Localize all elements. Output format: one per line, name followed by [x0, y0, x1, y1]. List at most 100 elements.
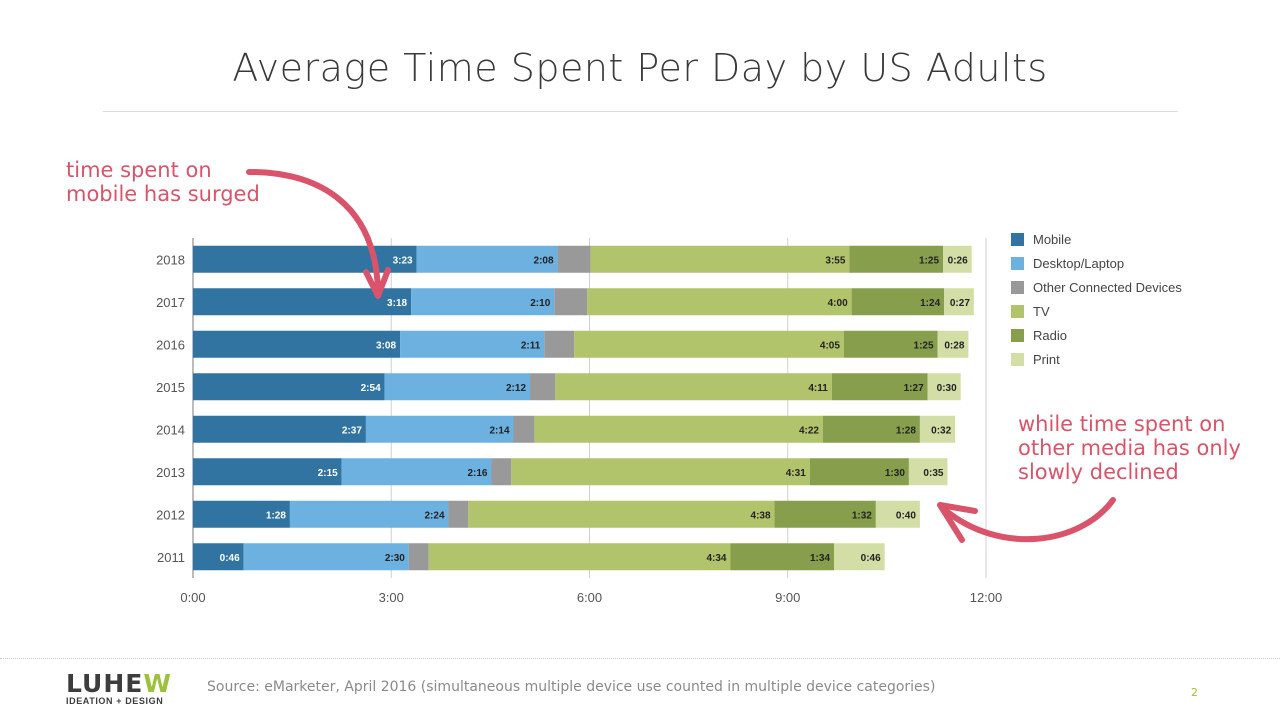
bar-segment-tv	[574, 330, 844, 358]
data-label: 0:26	[948, 255, 968, 266]
legend-label: Mobile	[1033, 232, 1071, 247]
bar-segment-print	[875, 500, 920, 528]
data-label: 1:25	[919, 255, 939, 266]
annotation-other-media-declined: while time spent on other media has only…	[1018, 412, 1241, 484]
data-label: 1:30	[885, 468, 905, 479]
x-tick-label: 9:00	[775, 590, 800, 605]
annotation-mobile-surged: time spent on mobile has surged	[66, 158, 260, 206]
bar-segment-tv	[534, 415, 823, 443]
legend-label: Radio	[1033, 328, 1067, 343]
logo-tagline: IDEATION + DESIGN	[66, 696, 164, 706]
data-label: 4:34	[706, 553, 726, 564]
bar-segment-desktop-laptop	[341, 458, 492, 486]
bar-segment-mobile	[193, 415, 366, 443]
arrow-left-icon	[246, 169, 381, 293]
data-label: 0:32	[931, 425, 951, 436]
bar-segment-radio	[774, 500, 876, 528]
legend-swatch	[1011, 353, 1024, 366]
data-label: 4:05	[820, 340, 840, 351]
y-category-label: 2015	[156, 380, 185, 395]
bar-segment-other-connected-devices	[554, 288, 588, 316]
bar-segment-radio	[849, 245, 944, 273]
data-label: 1:32	[852, 510, 872, 521]
x-tick-label: 12:00	[970, 590, 1003, 605]
data-label: 2:08	[534, 255, 554, 266]
legend-label: Other Connected Devices	[1033, 280, 1182, 295]
bar-segment-desktop-laptop	[365, 415, 514, 443]
x-tick-label: 6:00	[577, 590, 602, 605]
bar-segment-mobile	[193, 245, 417, 273]
data-label: 4:11	[808, 383, 828, 394]
bar-segment-desktop-laptop	[243, 543, 409, 571]
company-logo: LUHEW IDEATION + DESIGN	[66, 671, 172, 706]
bar-segment-print	[919, 415, 956, 443]
bar-segment-mobile	[193, 373, 385, 401]
bar-segment-other-connected-devices	[530, 373, 556, 401]
bar-segment-desktop-laptop	[384, 373, 531, 401]
bar-segment-print	[943, 245, 972, 273]
bar-segment-desktop-laptop	[411, 288, 555, 316]
data-label: 2:24	[425, 510, 445, 521]
bar-segment-mobile	[193, 458, 342, 486]
data-label: 3:55	[825, 255, 845, 266]
data-label: 2:54	[361, 383, 381, 394]
y-category-label: 2014	[156, 422, 185, 437]
data-label: 3:08	[376, 340, 396, 351]
y-category-label: 2016	[156, 337, 185, 352]
data-label: 3:23	[393, 255, 413, 266]
data-label: 3:18	[387, 298, 407, 309]
title-divider	[103, 111, 1178, 112]
legend-label: Print	[1033, 352, 1060, 367]
data-label: 2:10	[530, 298, 550, 309]
bar-segment-radio	[730, 543, 835, 571]
bar-segment-radio	[822, 415, 920, 443]
bar-segment-other-connected-devices	[557, 245, 591, 273]
bar-segment-radio	[851, 288, 945, 316]
y-category-label: 2012	[156, 507, 185, 522]
bar-segment-desktop-laptop	[289, 500, 449, 528]
data-label: 4:31	[786, 468, 806, 479]
data-label: 0:27	[950, 298, 970, 309]
data-label: 2:16	[467, 468, 487, 479]
data-label: 0:30	[937, 383, 957, 394]
bar-segment-print	[927, 373, 961, 401]
data-label: 1:24	[920, 298, 940, 309]
arrow-left-head-icon	[363, 267, 391, 299]
bar-segment-print	[908, 458, 948, 486]
bar-segment-desktop-laptop	[400, 330, 545, 358]
bar-segment-radio	[809, 458, 909, 486]
chart-legend: Mobile Desktop/Laptop Other Connected Devi…	[1011, 232, 1182, 367]
legend-swatch	[1011, 329, 1024, 342]
data-label: 1:34	[810, 553, 830, 564]
chart-bars	[193, 245, 974, 571]
bar-segment-print	[937, 330, 969, 358]
bar-segment-other-connected-devices	[491, 458, 512, 486]
data-label: 2:15	[318, 468, 338, 479]
arrow-right-head-icon	[937, 502, 978, 543]
chart-axes: 0:00 3:00 6:00 9:00 12:00 2018 2017 2016 2015 201…	[156, 252, 1002, 605]
data-label: 2:37	[342, 425, 362, 436]
source-note: Source: eMarketer, April 2016 (simultane…	[207, 679, 936, 695]
legend-swatch	[1011, 281, 1024, 294]
data-label: 0:40	[896, 510, 916, 521]
page-number: 2	[1191, 686, 1198, 699]
data-label: 0:28	[944, 340, 964, 351]
bar-segment-mobile	[193, 543, 244, 571]
bar-segment-mobile	[193, 500, 290, 528]
legend-swatch	[1011, 305, 1024, 318]
data-label: 0:46	[220, 553, 240, 564]
data-label: 4:22	[799, 425, 819, 436]
bar-segment-print	[834, 543, 885, 571]
data-label: 2:11	[521, 340, 541, 351]
bar-segment-other-connected-devices	[408, 543, 429, 571]
bar-segment-tv	[468, 500, 775, 528]
bar-segment-radio	[843, 330, 938, 358]
legend-label: Desktop/Laptop	[1033, 256, 1124, 271]
slide-title: Average Time Spent Per Day by US Adults	[232, 46, 1048, 90]
data-label: 4:00	[828, 298, 848, 309]
data-label: 0:35	[923, 468, 943, 479]
x-tick-label: 0:00	[180, 590, 205, 605]
logo-wordmark-accent: W	[143, 669, 172, 698]
bar-segment-radio	[831, 373, 928, 401]
data-label: 1:27	[904, 383, 924, 394]
